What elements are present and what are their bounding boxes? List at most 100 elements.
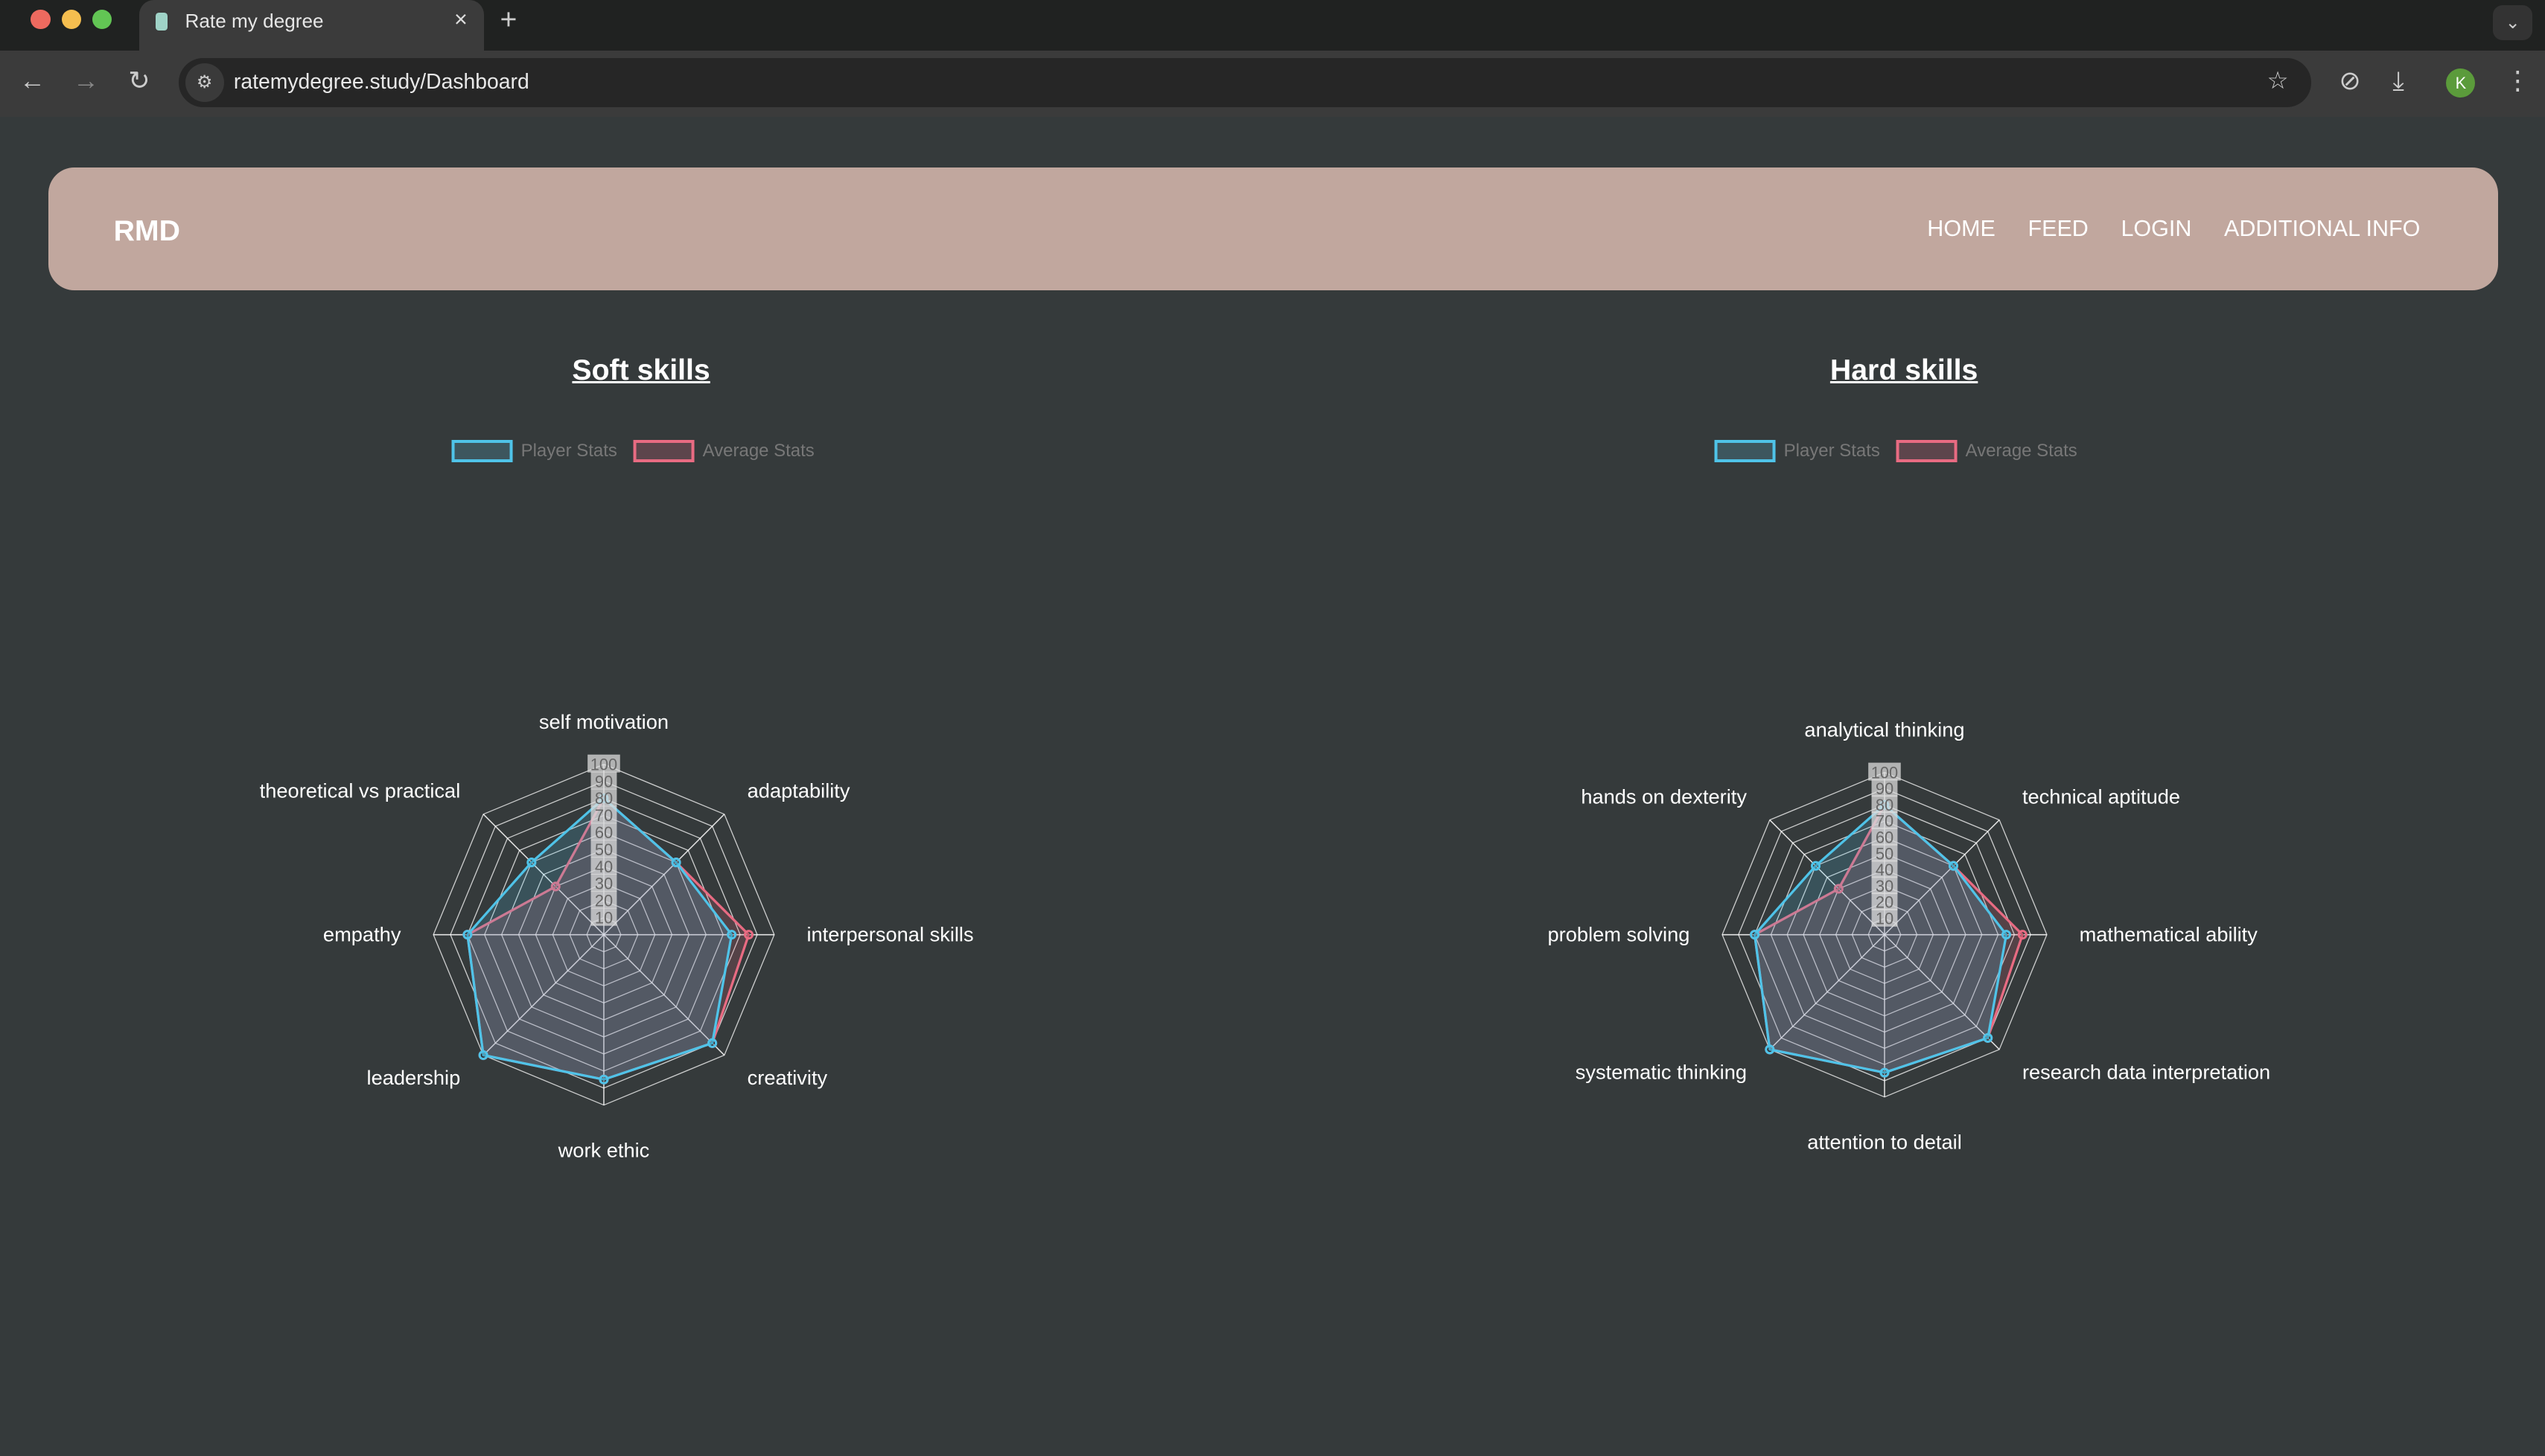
- data-point: [1879, 1067, 1890, 1078]
- tick-label: 80: [1876, 796, 1893, 814]
- tick-label: 70: [595, 806, 613, 825]
- tick-label-bg: [1871, 876, 1898, 895]
- data-point: [1948, 860, 1959, 871]
- axis-label: work ethic: [558, 1138, 650, 1161]
- forward-icon[interactable]: →: [73, 66, 99, 96]
- tick-label: 50: [595, 840, 613, 859]
- series-area-0: [466, 796, 733, 1081]
- tick-label: 70: [1876, 812, 1893, 831]
- tick-label: 40: [1876, 860, 1893, 879]
- axis-label: empathy: [323, 922, 401, 945]
- tick-label-bg: [590, 840, 617, 858]
- tick-label-bg: [590, 857, 617, 875]
- angle-line: [603, 814, 725, 936]
- tick-label: 60: [1876, 828, 1893, 847]
- axis-label: problem solving: [1548, 922, 1690, 945]
- tick-label: 30: [1876, 877, 1893, 895]
- site-settings-icon[interactable]: ⚙: [185, 63, 224, 103]
- nav-additional-info[interactable]: ADDITIONAL INFO: [2224, 215, 2421, 241]
- tick-label: 40: [595, 858, 613, 876]
- tick-label-bg: [587, 754, 620, 773]
- legend-swatch-average[interactable]: [1896, 439, 1958, 462]
- data-point: [1983, 1032, 1993, 1043]
- data-point: [727, 930, 737, 940]
- tick-label: 90: [1876, 779, 1893, 798]
- close-window-button[interactable]: [31, 10, 51, 30]
- data-point: [1810, 860, 1821, 871]
- tab-title: Rate my degree: [185, 10, 324, 33]
- axis-label: creativity: [748, 1066, 828, 1089]
- axis-label: self motivation: [539, 710, 669, 733]
- data-point: [526, 858, 537, 868]
- tick-label-bg: [1868, 762, 1901, 781]
- tick-label-bg: [1871, 811, 1898, 829]
- tick-label-bg: [1871, 908, 1898, 927]
- brand-logo[interactable]: RMD: [113, 214, 180, 247]
- legend-label-player[interactable]: Player Stats: [520, 440, 617, 461]
- tick-label-bg: [590, 788, 617, 807]
- axis-label: adaptability: [748, 779, 850, 802]
- close-tab-icon[interactable]: ×: [454, 6, 468, 32]
- tick-label: 100: [590, 755, 617, 773]
- data-point: [707, 1038, 718, 1048]
- extension-icon[interactable]: ⊘: [2339, 66, 2361, 96]
- legend-label-player[interactable]: Player Stats: [1783, 440, 1880, 461]
- data-point: [462, 930, 473, 940]
- legend-label-average[interactable]: Average Stats: [702, 440, 815, 461]
- minimize-window-button[interactable]: [61, 10, 81, 30]
- tick-label: 90: [595, 772, 613, 791]
- angle-line: [482, 934, 605, 1056]
- tick-label: 30: [595, 875, 613, 893]
- tick-label-bg: [590, 823, 617, 841]
- maximize-window-button[interactable]: [92, 10, 112, 30]
- tick-label: 80: [595, 789, 613, 808]
- data-point: [671, 858, 681, 868]
- data-point: [2001, 930, 2012, 940]
- nav-home[interactable]: HOME: [1927, 215, 1995, 241]
- tick-label: 100: [1871, 763, 1898, 782]
- hard-skills-title: Hard skills: [1829, 354, 1978, 387]
- legend-label-average[interactable]: Average Stats: [1965, 440, 2077, 461]
- data-point: [1765, 1044, 1775, 1055]
- bookmark-star-icon[interactable]: ☆: [2267, 66, 2289, 95]
- axis-label: research data interpretation: [2022, 1060, 2270, 1083]
- tick-label: 20: [1876, 893, 1893, 912]
- tick-label-bg: [590, 805, 617, 824]
- legend-swatch-average[interactable]: [633, 439, 695, 462]
- axis-label: interpersonal skills: [806, 922, 973, 945]
- axis-label: technical aptitude: [2022, 785, 2180, 808]
- tick-label-bg: [1871, 893, 1898, 910]
- data-point: [1750, 930, 1760, 940]
- tick-label-bg: [1871, 779, 1898, 797]
- axis-label: hands on dexterity: [1581, 785, 1747, 808]
- axis-label: theoretical vs practical: [260, 779, 461, 802]
- tick-label-bg: [590, 771, 617, 790]
- reload-icon[interactable]: ↻: [128, 66, 150, 96]
- address-bar[interactable]: ⚙ ratemydegree.study/Dashboard ☆: [178, 58, 2312, 107]
- nav-feed[interactable]: FEED: [2028, 215, 2089, 241]
- download-icon[interactable]: ⤓: [2392, 66, 2404, 96]
- data-point: [1833, 884, 1844, 894]
- soft-skills-title: Soft skills: [572, 354, 710, 387]
- new-tab-icon[interactable]: +: [500, 3, 517, 36]
- data-point: [550, 881, 561, 892]
- legend-swatch-player[interactable]: [451, 439, 513, 462]
- url-text[interactable]: ratemydegree.study/Dashboard: [233, 69, 529, 94]
- nav-login[interactable]: LOGIN: [2121, 215, 2192, 241]
- angle-line: [482, 814, 605, 936]
- back-icon[interactable]: ←: [19, 66, 46, 96]
- tick-label: 10: [595, 908, 613, 927]
- tab-search-icon[interactable]: ⌄: [2493, 4, 2532, 41]
- tick-label-bg: [590, 873, 617, 892]
- menu-icon[interactable]: ⋮: [2504, 66, 2531, 96]
- angle-line: [603, 934, 725, 1056]
- axis-label: analytical thinking: [1804, 718, 1964, 741]
- browser-tab[interactable]: Rate my degree ×: [139, 0, 484, 51]
- tick-label-bg: [1871, 795, 1898, 814]
- profile-avatar[interactable]: K: [2446, 68, 2476, 98]
- tick-label-bg: [590, 890, 617, 909]
- soft-skills-legend: Player Stats Average Stats: [451, 439, 831, 462]
- legend-swatch-player[interactable]: [1714, 439, 1776, 462]
